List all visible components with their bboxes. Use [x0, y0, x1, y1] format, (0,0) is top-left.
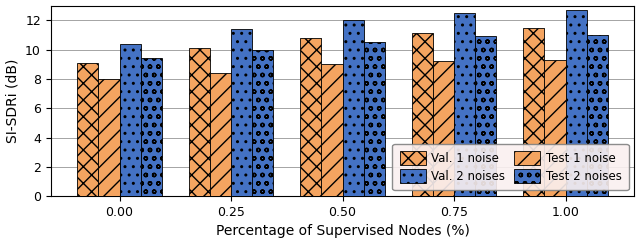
Bar — [231, 29, 252, 196]
Bar — [342, 20, 364, 196]
Bar — [364, 42, 385, 196]
Bar — [454, 13, 476, 196]
Bar — [300, 38, 321, 196]
Bar — [476, 36, 497, 196]
Bar — [412, 33, 433, 196]
Y-axis label: SI-SDRi (dB): SI-SDRi (dB) — [6, 59, 20, 143]
X-axis label: Percentage of Supervised Nodes (%): Percentage of Supervised Nodes (%) — [216, 224, 470, 238]
Bar — [252, 50, 273, 196]
Bar — [587, 35, 608, 196]
Bar — [141, 58, 162, 196]
Bar — [523, 28, 545, 196]
Bar — [120, 44, 141, 196]
Bar — [321, 64, 342, 196]
Bar — [189, 48, 210, 196]
Bar — [99, 79, 120, 196]
Bar — [545, 60, 566, 196]
Bar — [566, 10, 587, 196]
Legend: Val. 1 noise, Val. 2 noises, Test 1 noise, Test 2 noises: Val. 1 noise, Val. 2 noises, Test 1 nois… — [392, 144, 628, 190]
Bar — [433, 61, 454, 196]
Bar — [210, 73, 231, 196]
Bar — [77, 63, 99, 196]
